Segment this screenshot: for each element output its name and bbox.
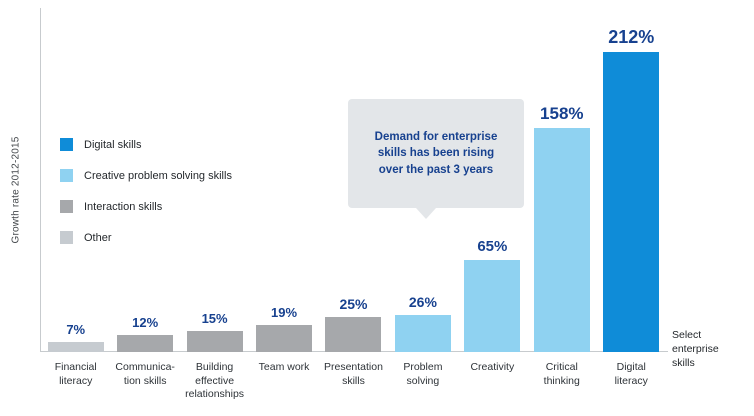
- legend-label: Creative problem solving skills: [84, 169, 232, 182]
- bar-column: 158% Critical thinking: [527, 0, 596, 416]
- bar-column: 25% Presentation skills: [319, 0, 388, 416]
- legend-item: Interaction skills: [60, 200, 232, 213]
- annotation-text: Demand for enterprise skills has been ri…: [374, 130, 498, 177]
- bar-value-label: 12%: [132, 315, 159, 330]
- bar: [256, 325, 313, 352]
- bar-value-label: 25%: [339, 296, 368, 312]
- legend-item: Other: [60, 231, 232, 244]
- y-axis-line: [40, 8, 41, 352]
- category-label: Digital literacy: [614, 361, 648, 387]
- category-label: Team work: [258, 361, 310, 373]
- category-label: Presentation skills: [323, 361, 383, 387]
- legend-swatch: [60, 200, 73, 213]
- legend-label: Other: [84, 231, 112, 244]
- category-label: Critical thinking: [543, 361, 580, 387]
- bar: [117, 335, 174, 352]
- bar-column: 19% Team work: [249, 0, 318, 416]
- side-note: Select enterprise skills: [672, 329, 719, 370]
- bar-value-label: 19%: [271, 305, 298, 320]
- y-axis-label: Growth rate 2012-2015: [10, 136, 22, 244]
- category-label: Creativity: [470, 361, 515, 373]
- bar-value-label: 212%: [608, 27, 655, 47]
- bar: [533, 128, 590, 352]
- bar: [47, 342, 104, 352]
- legend-item: Digital skills: [60, 138, 232, 151]
- legend-swatch: [60, 169, 73, 182]
- bar-column: 26% Problem solving: [388, 0, 457, 416]
- chart-columns: 7% Financial literacy 12% Communica- tion s…: [41, 0, 666, 416]
- bar-value-label: 7%: [66, 322, 86, 337]
- bar: [464, 260, 521, 352]
- bar-column: 12% Communica- tion skills: [110, 0, 179, 416]
- bar: [394, 315, 451, 352]
- bar-column: 7% Financial literacy: [41, 0, 110, 416]
- category-label: Financial literacy: [54, 361, 97, 387]
- bar: [325, 317, 382, 352]
- legend-swatch: [60, 138, 73, 151]
- category-label: Problem solving: [403, 361, 443, 387]
- bar-value-label: 65%: [477, 238, 508, 255]
- bar-column: 65% Creativity: [458, 0, 527, 416]
- legend-swatch: [60, 231, 73, 244]
- category-label: Building effective relationships: [185, 361, 245, 401]
- legend-item: Creative problem solving skills: [60, 169, 232, 182]
- legend-label: Digital skills: [84, 138, 142, 151]
- bar-value-label: 158%: [540, 104, 584, 123]
- annotation-pointer: [416, 208, 436, 220]
- annotation-callout: Demand for enterprise skills has been ri…: [348, 99, 524, 220]
- bar: [603, 52, 660, 352]
- bar-value-label: 15%: [201, 311, 228, 326]
- bar-column: 15% Building effective relationships: [180, 0, 249, 416]
- bar: [186, 331, 243, 352]
- legend-label: Interaction skills: [84, 200, 163, 213]
- category-label: Communica- tion skills: [115, 361, 175, 387]
- legend: Digital skills Creative problem solving s…: [60, 138, 232, 244]
- bar-value-label: 26%: [408, 294, 437, 310]
- bar-column: 212% Digital literacy: [597, 0, 666, 416]
